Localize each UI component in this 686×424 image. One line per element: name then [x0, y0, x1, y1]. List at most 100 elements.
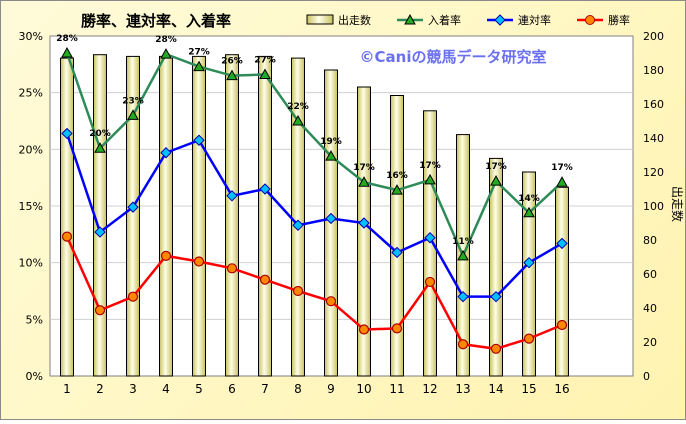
data-point-triangle: [457, 249, 469, 261]
x-tick-label: 4: [162, 382, 170, 396]
bar: [159, 55, 173, 377]
bar: [489, 157, 503, 377]
chart-title: 勝率、連対率、入着率: [81, 12, 231, 30]
legend-label: 勝率: [608, 13, 630, 27]
data-point-diamond: [127, 201, 139, 213]
data-point-diamond: [358, 217, 370, 229]
data-point-circle: [193, 256, 205, 267]
data-point-diamond: [523, 256, 535, 269]
x-tick-label: 13: [455, 382, 470, 396]
data-label: 20%: [89, 129, 111, 139]
legend-label: 出走数: [338, 13, 371, 27]
bar: [258, 55, 272, 377]
bar: [60, 57, 74, 377]
series-line: [65, 133, 563, 298]
x-tick-label: 3: [129, 382, 137, 396]
data-label: 26%: [221, 57, 243, 67]
data-point-triangle: [127, 109, 139, 120]
data-label: 28%: [155, 35, 177, 45]
data-point-diamond: [292, 219, 304, 231]
data-point-triangle: [259, 68, 271, 80]
y-right-tick-label: 40: [643, 302, 657, 315]
data-label: 23%: [122, 96, 144, 106]
bar: [192, 55, 206, 377]
x-tick-label: 1: [63, 382, 71, 396]
y-right-tick-label: 0: [643, 370, 650, 383]
data-label: 17%: [485, 162, 507, 172]
data-point-triangle: [94, 142, 106, 153]
data-point-triangle: [160, 48, 172, 59]
data-point-circle: [556, 319, 568, 331]
data-point-triangle: [424, 173, 436, 185]
data-point-diamond: [160, 147, 172, 159]
legend-marker: [494, 14, 506, 26]
y-right-axis-label: 出走数: [670, 186, 685, 222]
data-point-circle: [292, 285, 304, 297]
data-point-triangle: [193, 60, 205, 72]
series-line: [65, 52, 563, 259]
y-right-tick-label: 180: [643, 64, 664, 77]
data-label: 27%: [188, 48, 210, 58]
y-left-tick-label: 15%: [19, 200, 43, 213]
data-point-diamond: [424, 232, 436, 244]
x-tick-label: 2: [96, 382, 104, 396]
data-point-diamond: [259, 183, 271, 195]
data-point-diamond: [490, 290, 502, 303]
legend: 出走数 入着率 連対率 勝率: [306, 13, 630, 27]
y-left-tick-label: 5%: [26, 313, 43, 326]
data-point-circle: [259, 274, 271, 285]
data-point-diamond: [94, 226, 106, 238]
y-left-tick-label: 30%: [19, 30, 43, 43]
data-point-triangle: [556, 176, 568, 187]
data-point-triangle: [292, 114, 304, 126]
data-point-circle: [61, 231, 73, 242]
data-point-circle: [325, 296, 337, 307]
y-right-tick-label: 20: [643, 336, 657, 349]
data-point-circle: [523, 333, 535, 344]
data-point-circle: [94, 305, 106, 316]
data-label: 28%: [56, 34, 78, 44]
data-point-diamond: [325, 212, 337, 225]
x-tick-label: 9: [327, 382, 335, 396]
data-point-triangle: [226, 69, 238, 81]
data-point-diamond: [556, 237, 568, 250]
bar: [555, 186, 569, 377]
data-point-circle: [160, 250, 172, 261]
data-label: 17%: [353, 163, 375, 173]
legend-marker: [585, 15, 595, 25]
x-tick-label: 6: [228, 382, 236, 396]
bar: [522, 171, 536, 377]
data-label: 17%: [551, 163, 573, 173]
x-tick-label: 5: [195, 382, 203, 396]
bar: [357, 86, 371, 377]
y-right-tick-label: 100: [643, 200, 664, 213]
x-tick-label: 7: [261, 382, 269, 396]
data-label: 11%: [452, 237, 474, 247]
y-left-tick-label: 0%: [26, 370, 43, 383]
watermark: ©Caniの競馬データ研究室: [360, 48, 547, 66]
y-right-tick-label: 160: [643, 98, 664, 111]
y-right-tick-label: 140: [643, 132, 664, 145]
y-right-tick-label: 120: [643, 166, 664, 179]
y-left-tick-label: 10%: [19, 257, 43, 270]
y-left-tick-label: 20%: [19, 143, 43, 156]
data-label: 14%: [518, 194, 540, 204]
bar: [390, 95, 404, 377]
data-label: 16%: [386, 171, 408, 181]
bar: [225, 54, 239, 377]
x-tick-label: 12: [422, 382, 437, 396]
data-label: 22%: [287, 102, 309, 112]
data-point-triangle: [325, 150, 337, 161]
x-tick-label: 15: [521, 382, 536, 396]
x-tick-label: 16: [554, 382, 569, 396]
y-left-tick-label: 25%: [19, 87, 43, 100]
data-point-circle: [127, 291, 139, 302]
data-point-circle: [391, 323, 403, 334]
y-right-tick-label: 80: [643, 234, 657, 247]
x-tick-label: 11: [389, 382, 404, 396]
data-point-diamond: [226, 190, 238, 202]
data-point-triangle: [490, 175, 502, 186]
legend-label: 入着率: [428, 13, 461, 27]
